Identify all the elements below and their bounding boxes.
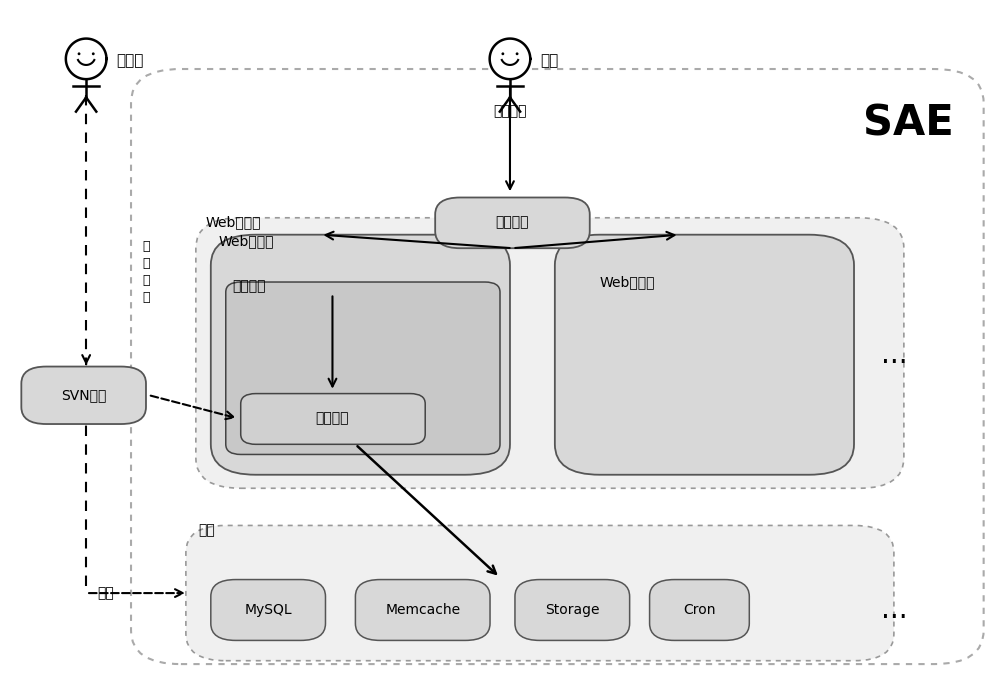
Text: Storage: Storage [545, 603, 600, 617]
Text: Memcache: Memcache [385, 603, 460, 617]
FancyBboxPatch shape [515, 580, 630, 640]
FancyBboxPatch shape [650, 580, 749, 640]
FancyBboxPatch shape [186, 526, 894, 661]
Polygon shape [66, 39, 106, 79]
Polygon shape [501, 52, 504, 55]
Text: SVN仓库: SVN仓库 [61, 388, 106, 402]
Polygon shape [78, 52, 80, 55]
Text: 服务: 服务 [198, 523, 215, 537]
Text: 用户: 用户 [540, 53, 558, 68]
Text: SAE: SAE [863, 102, 954, 144]
Polygon shape [92, 52, 95, 55]
Text: 访问应用: 访问应用 [493, 104, 527, 118]
FancyBboxPatch shape [196, 218, 904, 488]
Text: 运行环境: 运行环境 [233, 280, 266, 293]
Polygon shape [516, 52, 519, 55]
Text: Web服务器: Web服务器 [600, 275, 655, 289]
Text: 应用代码: 应用代码 [316, 411, 349, 426]
Text: ...: ... [881, 596, 907, 624]
Text: Web服务器: Web服务器 [219, 234, 274, 249]
Polygon shape [490, 39, 530, 79]
FancyBboxPatch shape [555, 235, 854, 475]
Text: 管理: 管理 [98, 586, 114, 600]
FancyBboxPatch shape [211, 580, 325, 640]
Text: Web服务池: Web服务池 [206, 215, 261, 230]
Text: 代
码
部
署: 代 码 部 署 [142, 240, 150, 304]
FancyBboxPatch shape [241, 394, 425, 444]
FancyBboxPatch shape [21, 367, 146, 424]
FancyBboxPatch shape [211, 235, 510, 475]
Text: MySQL: MySQL [244, 603, 292, 617]
Text: ...: ... [881, 341, 907, 369]
FancyBboxPatch shape [131, 69, 984, 664]
Text: 负载均衡: 负载均衡 [496, 215, 529, 230]
FancyBboxPatch shape [355, 580, 490, 640]
Text: Cron: Cron [683, 603, 716, 617]
Text: 开发者: 开发者 [116, 53, 143, 68]
FancyBboxPatch shape [435, 198, 590, 249]
FancyBboxPatch shape [226, 282, 500, 454]
